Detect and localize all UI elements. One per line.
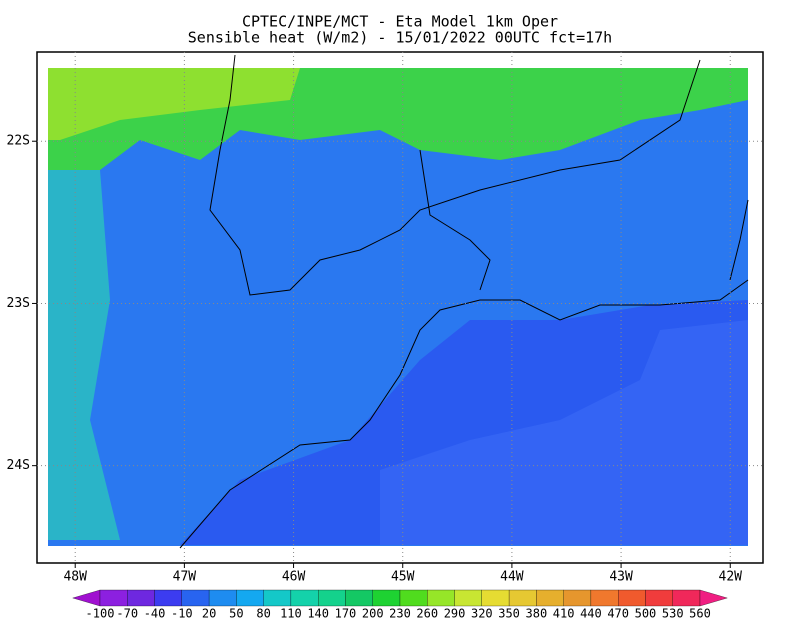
- colorbar-box: [508, 589, 537, 607]
- colorbar-label: 380: [526, 607, 548, 618]
- colorbar-end: [699, 589, 728, 607]
- field-ocean-deep: [380, 320, 748, 545]
- colorbar-label: 80: [256, 607, 270, 618]
- x-tick-label: 43W: [609, 570, 633, 585]
- coastline-borders: [179, 54, 749, 549]
- colorbar-box: [290, 589, 319, 607]
- colorbar-box: [127, 589, 155, 607]
- colorbar-box: [672, 589, 701, 607]
- colorbar-label: 290: [444, 607, 466, 618]
- x-tick-label: 42W: [719, 570, 743, 585]
- colorbar-box: [208, 589, 237, 607]
- colorbar-box: [427, 589, 455, 607]
- colorbar-label: -100: [86, 607, 115, 618]
- x-tick-label: 44W: [500, 570, 524, 585]
- x-tick-label: 45W: [391, 570, 415, 585]
- colorbar-label: 230: [389, 607, 411, 618]
- colorbar-label: 410: [553, 607, 575, 618]
- colorbar-label: 50: [229, 607, 243, 618]
- title: CPTEC/INPE/MCT - Eta Model 1km Oper: [242, 13, 558, 31]
- colorbar-box: [536, 589, 564, 607]
- colorbar-box: [345, 589, 373, 607]
- colorbar-label: 260: [416, 607, 438, 618]
- colorbar-box: [590, 589, 619, 607]
- colorbar-label: 350: [498, 607, 520, 618]
- field-north-hot: [48, 68, 300, 140]
- colorbar-label: 200: [362, 607, 384, 618]
- colorbar-box: [618, 589, 646, 607]
- colorbar-box: [372, 589, 401, 607]
- colorbar-label: 170: [335, 607, 357, 618]
- colorbar-label: 320: [471, 607, 493, 618]
- colorbar-label: -10: [171, 607, 193, 618]
- colorbar-label: 560: [689, 607, 711, 618]
- field: [48, 68, 748, 546]
- colorbar-end: [72, 589, 101, 607]
- x-tick-label: 48W: [63, 570, 87, 585]
- colorbar: -100 -70 -40 -10 20 50 80 110 140 170 200 230 260 290…: [72, 589, 728, 618]
- colorbar-label: -40: [144, 607, 166, 618]
- axes: 48W 47W 46W 45W 44W 43W 42W 22S 23S 24S: [7, 52, 763, 585]
- colorbar-box: [481, 589, 510, 607]
- colorbar-label: -70: [116, 607, 138, 618]
- colorbar-label: 530: [662, 607, 684, 618]
- colorbar-box: [399, 589, 428, 607]
- colorbar-box: [181, 589, 210, 607]
- colorbar-box: [318, 589, 346, 607]
- colorbar-label: 440: [580, 607, 602, 618]
- colorbar-box: [454, 589, 482, 607]
- colorbar-label: 110: [280, 607, 302, 618]
- plot-frame: [36, 51, 764, 564]
- y-tick-label: 24S: [7, 458, 30, 473]
- colorbar-box: [263, 589, 292, 607]
- y-tick-label: 23S: [7, 296, 30, 311]
- colorbar-label: 470: [607, 607, 629, 618]
- subtitle: Sensible heat (W/m2) - 15/01/2022 00UTC …: [188, 29, 612, 47]
- colorbar-box: [236, 589, 264, 607]
- colorbar-box: [154, 589, 182, 607]
- colorbar-label: 500: [635, 607, 657, 618]
- colorbar-box: [563, 589, 592, 607]
- x-tick-label: 46W: [282, 570, 306, 585]
- field-west: [48, 170, 120, 540]
- colorbar-label: 20: [202, 607, 216, 618]
- colorbar-box: [99, 589, 128, 607]
- y-tick-label: 22S: [7, 134, 30, 149]
- x-tick-label: 47W: [173, 570, 197, 585]
- colorbar-box: [645, 589, 673, 607]
- colorbar-label: 140: [307, 607, 329, 618]
